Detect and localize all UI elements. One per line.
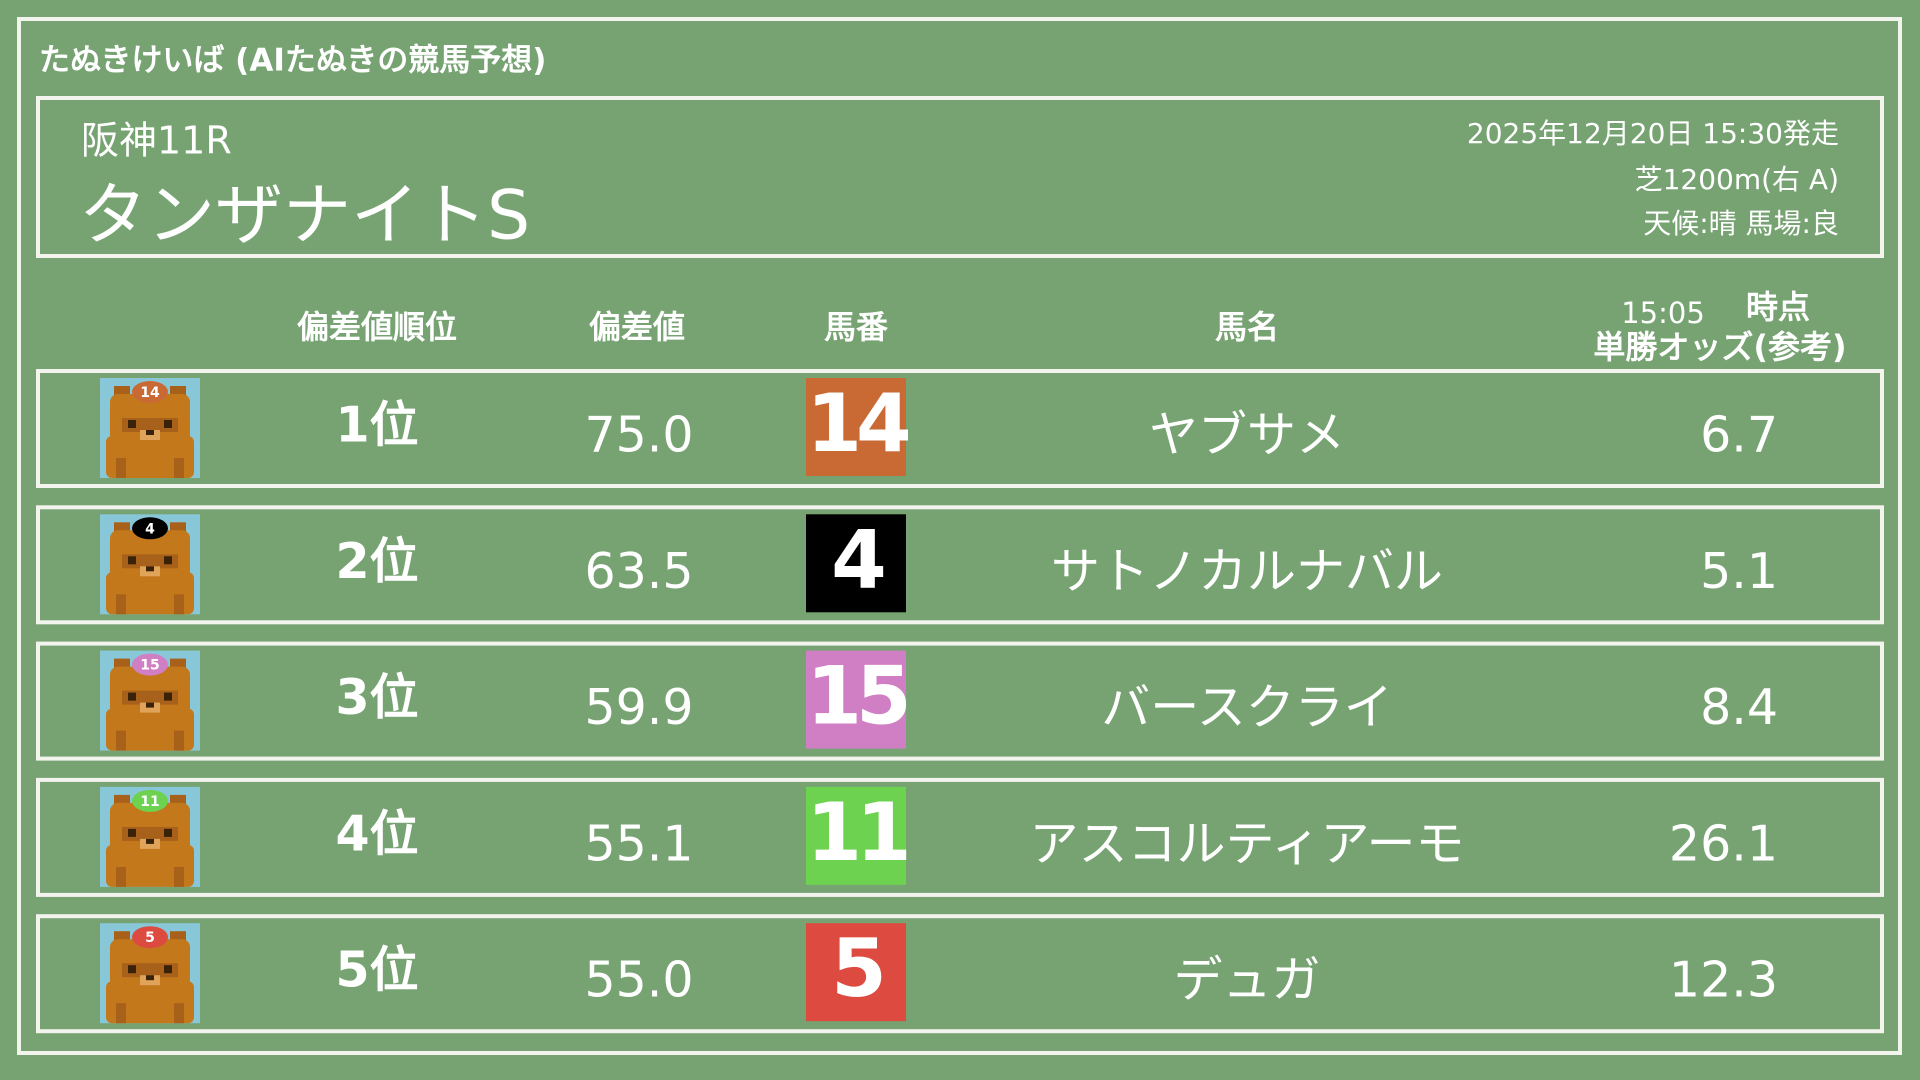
arm <box>174 458 184 478</box>
arm <box>116 866 126 887</box>
cap-number: 14 <box>140 385 160 401</box>
horse-number: 5 <box>831 922 882 1015</box>
number-box <box>806 650 906 749</box>
rank: 4位 <box>335 805 418 862</box>
row-box <box>36 914 1884 1034</box>
column-header: 馬番 <box>824 308 889 346</box>
race-box <box>36 96 1884 258</box>
outer-border <box>17 17 1902 1055</box>
odds: 6.7 <box>1700 407 1778 464</box>
body <box>106 981 194 1024</box>
cap <box>132 926 168 949</box>
row-box <box>36 641 1884 761</box>
horse-number: 11 <box>806 786 907 879</box>
cap <box>132 517 168 540</box>
nose <box>146 838 154 844</box>
body <box>106 572 194 615</box>
rank: 2位 <box>335 533 418 590</box>
rank: 5位 <box>335 942 418 999</box>
tanuki-icon: 5 <box>100 923 200 1024</box>
horse-number: 15 <box>806 650 907 743</box>
eye <box>164 965 172 974</box>
race-start: 2025年12月20日 15:30発走 <box>1467 117 1839 150</box>
row-box <box>36 369 1884 488</box>
row-box <box>36 777 1884 897</box>
arm <box>116 458 126 478</box>
horse-name: サトノカルナバル <box>1051 543 1443 600</box>
number-box <box>806 514 906 613</box>
cap-number: 15 <box>140 658 159 674</box>
eye <box>164 420 172 428</box>
score: 63.5 <box>584 543 693 600</box>
eye <box>128 420 136 428</box>
column-header: 馬名 <box>1215 308 1279 346</box>
number-box <box>806 923 906 1022</box>
horse-name: アスコルティアーモ <box>1029 815 1464 872</box>
race-course: 芝1200m(右 A) <box>1635 163 1839 196</box>
cap <box>132 789 168 812</box>
eye <box>164 692 172 701</box>
horse-number: 14 <box>806 377 908 470</box>
cap <box>132 381 168 403</box>
tanuki-icon: 14 <box>100 378 200 478</box>
arm <box>174 866 184 887</box>
arm <box>174 730 184 751</box>
row-box <box>36 505 1884 625</box>
nose <box>146 975 154 981</box>
horse-name: バースクライ <box>1101 679 1393 736</box>
tanuki-icon: 11 <box>100 786 200 887</box>
eye <box>128 556 136 565</box>
odds: 5.1 <box>1700 543 1778 600</box>
eye <box>128 692 136 701</box>
app-title: たぬきけいば (AIたぬきの競馬予想) <box>39 43 546 79</box>
arm <box>116 730 126 751</box>
score: 55.1 <box>584 815 693 872</box>
tanuki-icon: 4 <box>100 514 200 615</box>
odds-header: 単勝オッズ(参考) <box>1593 328 1846 366</box>
score: 59.9 <box>584 679 693 736</box>
cap-number: 11 <box>140 794 159 810</box>
nose <box>146 702 154 708</box>
odds: 8.4 <box>1700 679 1778 736</box>
race-name: タンザナイトS <box>79 177 530 256</box>
odds: 26.1 <box>1669 815 1778 872</box>
body <box>106 708 194 751</box>
horse-name: デュガ <box>1173 952 1320 1009</box>
arm <box>174 594 184 615</box>
odds-time-suffix: 時点 <box>1746 288 1810 326</box>
odds: 12.3 <box>1669 952 1778 1009</box>
score: 55.0 <box>584 952 693 1009</box>
nose <box>146 430 154 435</box>
number-box <box>806 378 906 476</box>
arm <box>116 1003 126 1024</box>
eye <box>128 965 136 974</box>
rank: 1位 <box>335 397 418 454</box>
body <box>106 436 194 478</box>
number-box <box>806 786 906 885</box>
tanuki-icon: 15 <box>100 650 200 751</box>
cap-number: 4 <box>145 521 155 537</box>
horse-name: ヤブサメ <box>1149 407 1345 464</box>
odds-time: 15:05 <box>1621 296 1705 330</box>
body <box>106 844 194 887</box>
nose <box>146 566 154 572</box>
eye <box>164 828 172 837</box>
eye <box>164 556 172 565</box>
cap-number: 5 <box>145 930 155 946</box>
column-header: 偏差値順位 <box>297 308 457 346</box>
horse-number: 4 <box>831 513 883 606</box>
eye <box>128 828 136 837</box>
race-conditions: 天候:晴 馬場:良 <box>1643 207 1839 240</box>
arm <box>174 1003 184 1024</box>
score: 75.0 <box>584 407 693 464</box>
race-venue: 阪神11R <box>81 119 232 163</box>
arm <box>116 594 126 615</box>
cap <box>132 653 168 676</box>
column-header: 偏差値 <box>589 308 685 346</box>
rank: 3位 <box>335 669 418 726</box>
